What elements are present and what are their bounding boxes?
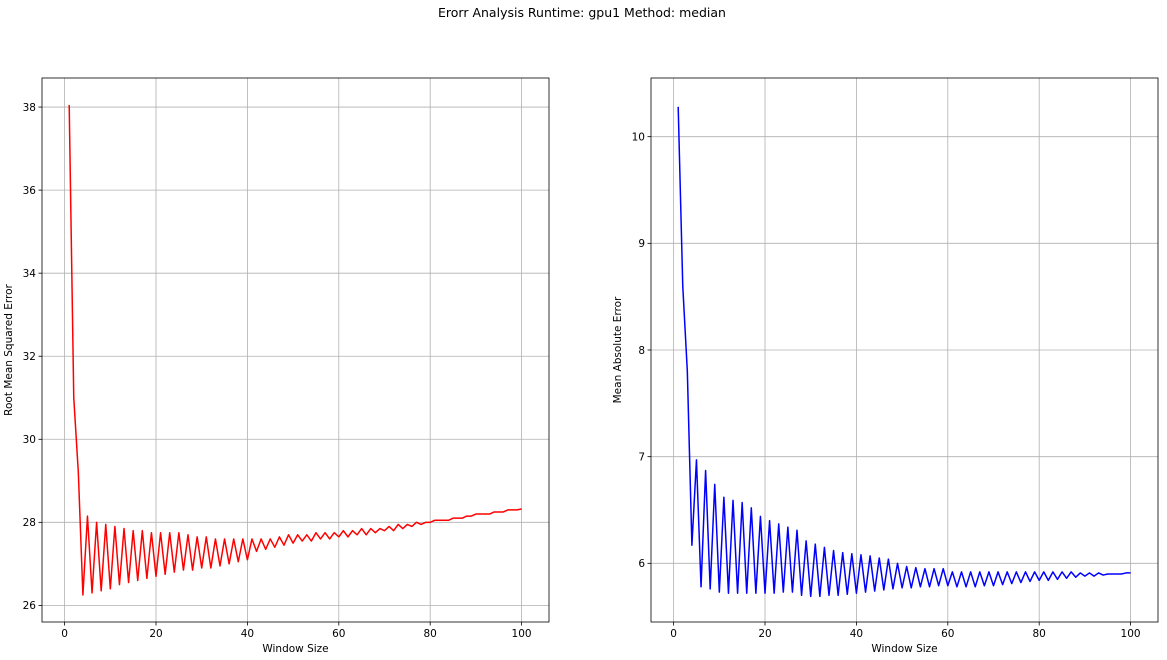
rmse-grid (42, 78, 549, 622)
rmse-y-tick-label: 34 (23, 268, 37, 280)
rmse-y-tick-label: 26 (23, 600, 37, 612)
rmse-chart: 0 20 40 60 80 100 26 28 30 32 34 36 38 Window Size R… (3, 77, 550, 655)
figure-title: Erorr Analysis Runtime: gpu1 Method: med… (438, 5, 726, 20)
mae-x-tick-label: 60 (941, 628, 954, 640)
mae-y-tick-label: 9 (638, 238, 645, 250)
rmse-y-tick-label: 28 (23, 517, 36, 529)
mae-x-tick-label: 100 (1121, 628, 1141, 640)
rmse-axes-frame (41, 77, 550, 623)
mae-y-tick-label: 7 (638, 451, 645, 463)
rmse-x-tick-label: 20 (149, 628, 162, 640)
rmse-y-tick-label: 30 (23, 434, 36, 446)
mae-grid (651, 78, 1158, 622)
rmse-series-line (68, 104, 522, 596)
mae-y-axis-label: Mean Absolute Error (612, 296, 624, 403)
rmse-x-axis-label: Window Size (262, 643, 328, 655)
rmse-x-tick-label: 0 (61, 628, 68, 640)
mae-x-tick-label: 20 (758, 628, 771, 640)
mae-series-line (677, 106, 1131, 598)
rmse-series (68, 104, 522, 596)
rmse-x-tick-label: 100 (512, 628, 532, 640)
mae-y-tick-label: 8 (638, 345, 645, 357)
mae-x-tick-label: 80 (1033, 628, 1046, 640)
rmse-ticks: 0 20 40 60 80 100 26 28 30 32 34 36 38 (23, 102, 532, 640)
mae-axes-frame (650, 77, 1159, 623)
mae-x-axis-label: Window Size (871, 643, 937, 655)
mae-y-tick-label: 10 (632, 131, 645, 143)
rmse-y-tick-label: 38 (23, 102, 36, 114)
rmse-x-tick-label: 40 (241, 628, 254, 640)
rmse-x-tick-label: 80 (424, 628, 437, 640)
mae-y-tick-label: 6 (638, 558, 645, 570)
rmse-y-axis-label: Root Mean Squared Error (3, 284, 15, 416)
mae-x-tick-label: 0 (670, 628, 677, 640)
mae-series (677, 106, 1131, 598)
rmse-x-tick-label: 60 (332, 628, 345, 640)
mae-x-tick-label: 40 (850, 628, 863, 640)
mae-ticks: 0 20 40 60 80 100 6 7 8 9 10 (632, 131, 1141, 640)
rmse-y-tick-label: 32 (23, 351, 36, 363)
rmse-y-tick-label: 36 (23, 185, 37, 197)
mae-chart: 0 20 40 60 80 100 6 7 8 9 10 Window Size Mean Abso… (612, 77, 1159, 655)
